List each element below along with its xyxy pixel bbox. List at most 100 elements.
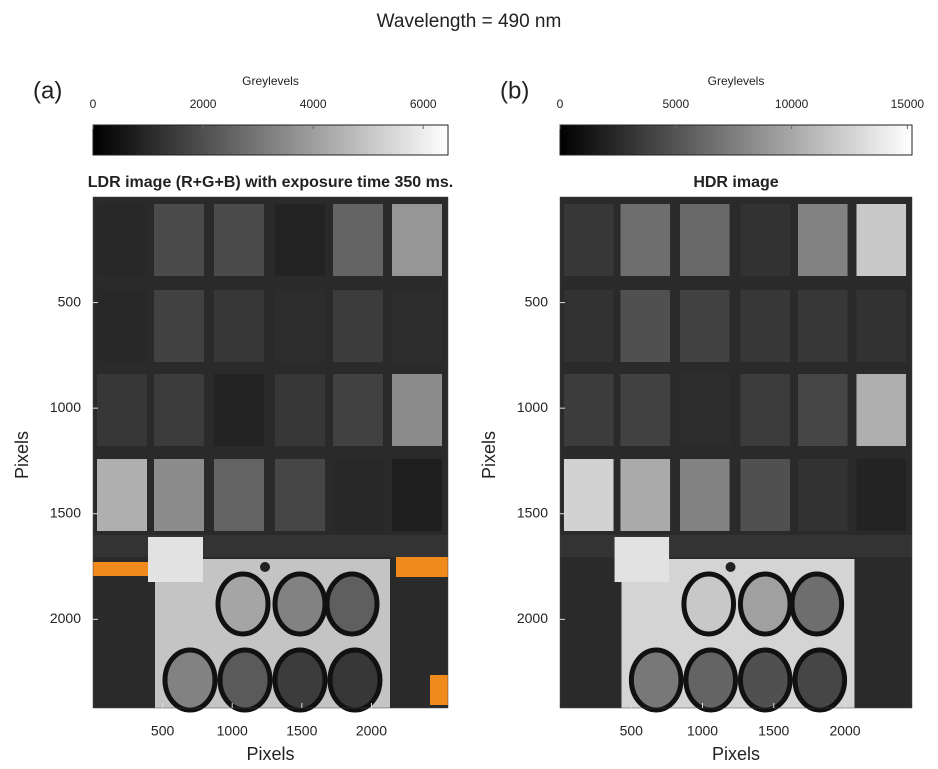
patch xyxy=(214,290,264,362)
patch xyxy=(333,459,383,531)
patch xyxy=(740,459,790,531)
colorbar-tick-label: 15000 xyxy=(891,97,925,111)
x-tick-label: 1500 xyxy=(758,723,789,739)
y-tick-label: 1500 xyxy=(50,504,81,520)
patch xyxy=(392,204,442,276)
panel-label: (b) xyxy=(500,77,529,104)
strip xyxy=(93,535,448,557)
disc xyxy=(631,650,681,710)
patch xyxy=(564,459,614,531)
y-tick-label: 1000 xyxy=(50,399,81,415)
patch xyxy=(620,459,670,531)
disc xyxy=(275,650,325,710)
patch xyxy=(214,204,264,276)
disc xyxy=(795,650,845,710)
patch xyxy=(740,290,790,362)
patch xyxy=(154,374,204,446)
y-tick-label: 2000 xyxy=(50,610,81,626)
patch xyxy=(275,290,325,362)
colorbar-label: Greylevels xyxy=(242,74,299,88)
colorbar-label: Greylevels xyxy=(708,74,765,88)
patch xyxy=(798,204,848,276)
disc xyxy=(327,574,377,634)
patch xyxy=(620,204,670,276)
patch xyxy=(856,374,906,446)
x-tick-label: 1000 xyxy=(687,723,718,739)
patch xyxy=(856,459,906,531)
x-axis-label: Pixels xyxy=(712,744,760,764)
y-tick-label: 500 xyxy=(525,293,549,309)
patch xyxy=(564,204,614,276)
patch xyxy=(97,459,147,531)
x-tick-label: 1500 xyxy=(286,723,317,739)
x-axis-label: Pixels xyxy=(246,744,294,764)
patch xyxy=(333,374,383,446)
disc xyxy=(220,650,270,710)
colorbar-tick-label: 6000 xyxy=(410,97,437,111)
disc xyxy=(165,650,215,710)
patch xyxy=(740,204,790,276)
colorbar xyxy=(560,125,912,155)
figure-title: Wavelength = 490 nm xyxy=(377,11,562,32)
patch xyxy=(154,204,204,276)
colorbar xyxy=(93,125,448,155)
patch xyxy=(680,290,730,362)
disc xyxy=(686,650,736,710)
colorbar-tick-label: 0 xyxy=(90,97,97,111)
patch xyxy=(275,204,325,276)
x-tick-label: 500 xyxy=(151,723,175,739)
y-tick-label: 2000 xyxy=(517,610,548,626)
patch xyxy=(680,459,730,531)
saturation xyxy=(396,557,448,577)
patch xyxy=(740,374,790,446)
patch xyxy=(275,374,325,446)
colorbar-tick-label: 5000 xyxy=(662,97,689,111)
disc xyxy=(218,574,268,634)
colorbar-tick-label: 2000 xyxy=(190,97,217,111)
patch xyxy=(97,374,147,446)
panel-label: (a) xyxy=(33,77,62,104)
patch xyxy=(392,290,442,362)
patch xyxy=(392,459,442,531)
patch xyxy=(275,459,325,531)
panel-title: HDR image xyxy=(693,174,778,191)
x-tick-label: 2000 xyxy=(356,723,387,739)
y-tick-label: 1000 xyxy=(517,399,548,415)
x-tick-label: 1000 xyxy=(217,723,248,739)
patch xyxy=(680,374,730,446)
patch xyxy=(154,290,204,362)
patch xyxy=(680,204,730,276)
tag xyxy=(148,537,203,582)
disc xyxy=(792,574,842,634)
tag xyxy=(615,537,670,582)
patch xyxy=(798,374,848,446)
disc xyxy=(330,650,380,710)
figure: Wavelength = 490 nm 500 1000 1500 2000 500 10… xyxy=(0,0,938,769)
disc xyxy=(275,574,325,634)
patch xyxy=(856,204,906,276)
patch xyxy=(333,204,383,276)
y-axis-label: Pixels xyxy=(479,431,499,479)
patch xyxy=(97,290,147,362)
x-tick-label: 2000 xyxy=(829,723,860,739)
patch xyxy=(620,374,670,446)
patch xyxy=(798,459,848,531)
disc xyxy=(740,650,790,710)
panel-title: LDR image (R+G+B) with exposure time 350… xyxy=(88,174,453,191)
disc xyxy=(684,574,734,634)
patch xyxy=(214,374,264,446)
marker xyxy=(260,562,270,572)
y-tick-label: 500 xyxy=(58,293,82,309)
strip xyxy=(560,535,912,557)
x-tick-label: 500 xyxy=(620,723,644,739)
patch xyxy=(214,459,264,531)
patch xyxy=(564,374,614,446)
y-tick-label: 1500 xyxy=(517,504,548,520)
saturation xyxy=(430,675,448,705)
patch xyxy=(333,290,383,362)
patch xyxy=(97,204,147,276)
marker xyxy=(726,562,736,572)
colorbar-tick-label: 10000 xyxy=(775,97,809,111)
patch xyxy=(392,374,442,446)
patch xyxy=(564,290,614,362)
